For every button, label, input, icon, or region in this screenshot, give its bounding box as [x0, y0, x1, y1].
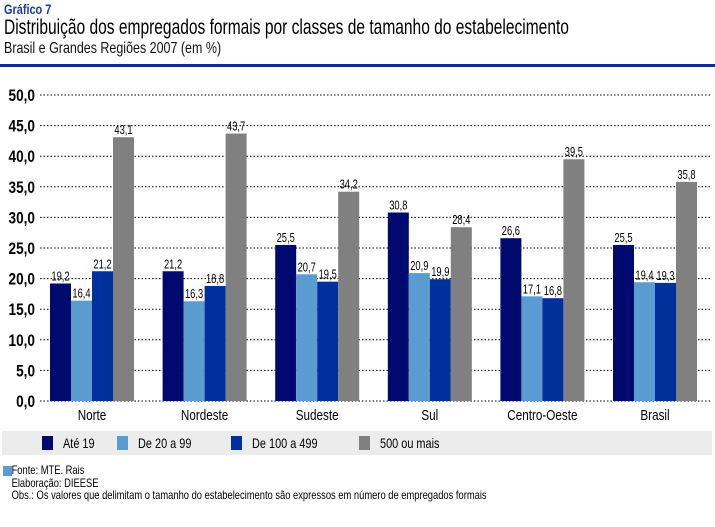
bar: [183, 301, 205, 401]
legend-item-ate-19: Até 19: [42, 435, 103, 451]
chart-label: Gráfico 7: [4, 1, 52, 17]
x-tick-label: Centro-Oeste: [507, 407, 577, 424]
data-label: 30,8: [389, 199, 407, 213]
bar: [50, 283, 71, 401]
data-label: 43,7: [227, 120, 245, 134]
data-label: 20,7: [298, 261, 316, 275]
legend-label: De 100 a 499: [252, 435, 318, 451]
bar: [655, 282, 676, 401]
bar: [634, 282, 655, 401]
data-label: 21,2: [93, 258, 111, 272]
footer-source: Fonte: MTE. Rais: [11, 463, 85, 477]
data-label: 39,5: [565, 146, 583, 160]
x-tick-label: Brasil: [640, 407, 669, 424]
chart-title: Distribuição dos empregados formais por …: [4, 16, 569, 39]
legend-item-500-ou-mais: 500 ou mais: [359, 435, 456, 451]
legend-label: De 20 a 99: [138, 435, 192, 451]
legend-item-de-100-a-499: De 100 a 499: [231, 435, 336, 451]
legend-swatch: [359, 436, 370, 450]
y-tick-label: 15,0: [9, 301, 35, 320]
bar: [113, 137, 134, 401]
x-axis-ticks: Norte Nordeste Sudeste Sul Centro-Oeste Brasi…: [78, 407, 670, 424]
x-tick-label: Sudeste: [296, 407, 339, 424]
legend-swatch: [231, 436, 242, 450]
data-label: 18,8: [206, 273, 224, 287]
bar: [225, 133, 247, 401]
bar: [204, 285, 226, 401]
data-label: 16,8: [544, 285, 562, 299]
bar: [338, 191, 360, 401]
bar: [296, 274, 318, 401]
data-label: 26,6: [502, 225, 520, 239]
data-label: 21,2: [164, 258, 182, 272]
y-tick-label: 0,0: [16, 393, 35, 412]
bar: [408, 273, 430, 401]
data-label: 25,5: [614, 232, 632, 246]
header-divider: [0, 64, 715, 67]
data-labels: 19,216,4 21,2 43,1 21,2 16,318,8 43,7 25,5 20,7…: [51, 120, 695, 301]
y-tick-label: 40,0: [9, 148, 35, 167]
y-tick-label: 20,0: [9, 270, 35, 289]
data-label: 17,1: [523, 283, 541, 297]
legend-item-de-20-a-99: De 20 a 99: [117, 435, 207, 451]
y-tick-label: 35,0: [9, 178, 35, 197]
x-tick-label: Nordeste: [181, 407, 228, 424]
bar: [317, 281, 339, 401]
bar: [542, 298, 564, 401]
data-label: 43,1: [114, 124, 132, 138]
legend-swatch: [42, 436, 53, 450]
footer: Fonte: MTE. Rais Elaboração: DIEESE Obs.…: [3, 464, 623, 502]
bar: [387, 212, 409, 401]
y-tick-label: 25,0: [9, 240, 35, 259]
data-label: 35,8: [677, 169, 695, 183]
y-tick-label: 10,0: [9, 331, 35, 350]
gridlines: [40, 94, 712, 402]
y-tick-label: 45,0: [9, 117, 35, 136]
y-tick-label: 50,0: [9, 87, 35, 106]
bar: [500, 238, 522, 401]
y-tick-label: 30,0: [9, 209, 35, 228]
legend: Até 19 De 20 a 99 De 100 a 499 500 ou ma…: [2, 431, 712, 455]
footer-bullet-icon: [3, 466, 12, 476]
legend-swatch: [117, 436, 128, 450]
legend-label: 500 ou mais: [380, 435, 440, 451]
bars: [50, 133, 697, 401]
bar: [92, 271, 113, 401]
data-label: 19,3: [656, 270, 674, 284]
data-label: 34,2: [340, 178, 358, 192]
bar: [563, 159, 585, 401]
bar: [613, 244, 634, 401]
bar: [275, 244, 297, 401]
data-label: 19,5: [319, 268, 337, 282]
x-tick-label: Sul: [421, 407, 438, 424]
data-label: 28,4: [452, 214, 470, 228]
data-label: 19,4: [635, 269, 653, 283]
data-label: 19,2: [51, 270, 69, 284]
data-label: 16,4: [72, 287, 90, 301]
data-label: 20,9: [410, 260, 428, 274]
data-label: 25,5: [277, 232, 295, 246]
data-label: 16,3: [185, 288, 203, 302]
legend-label: Até 19: [63, 435, 95, 451]
bar: [71, 300, 92, 401]
y-axis-ticks: 0,0 5,0 10,0 15,0 20,0 25,0 30,0 35,0 40,0 45,0 50…: [9, 87, 35, 412]
bar-chart: 0,0 5,0 10,0 15,0 20,0 25,0 30,0 35,0 40,0 45,0 50…: [9, 87, 712, 424]
bar: [429, 279, 451, 401]
footer-note: Obs.: Os valores que delimitam o tamanho…: [11, 488, 487, 502]
y-tick-label: 5,0: [16, 362, 35, 381]
bar: [450, 227, 472, 401]
chart-subtitle: Brasil e Grandes Regiões 2007 (em %): [4, 40, 222, 57]
bar: [676, 181, 697, 401]
x-tick-label: Norte: [78, 407, 107, 424]
data-label: 19,9: [431, 266, 449, 280]
bar: [162, 271, 184, 401]
bar: [521, 296, 543, 401]
footer-elaboration: Elaboração: DIEESE: [11, 475, 99, 490]
